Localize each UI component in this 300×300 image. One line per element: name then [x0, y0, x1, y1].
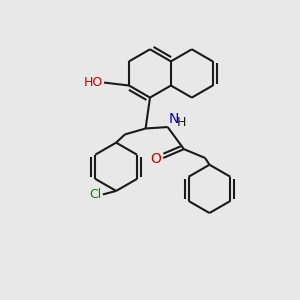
- Text: Cl: Cl: [89, 188, 101, 201]
- Text: O: O: [150, 152, 161, 167]
- Text: H: H: [177, 116, 187, 129]
- Text: HO: HO: [83, 76, 103, 89]
- Text: N: N: [168, 112, 178, 126]
